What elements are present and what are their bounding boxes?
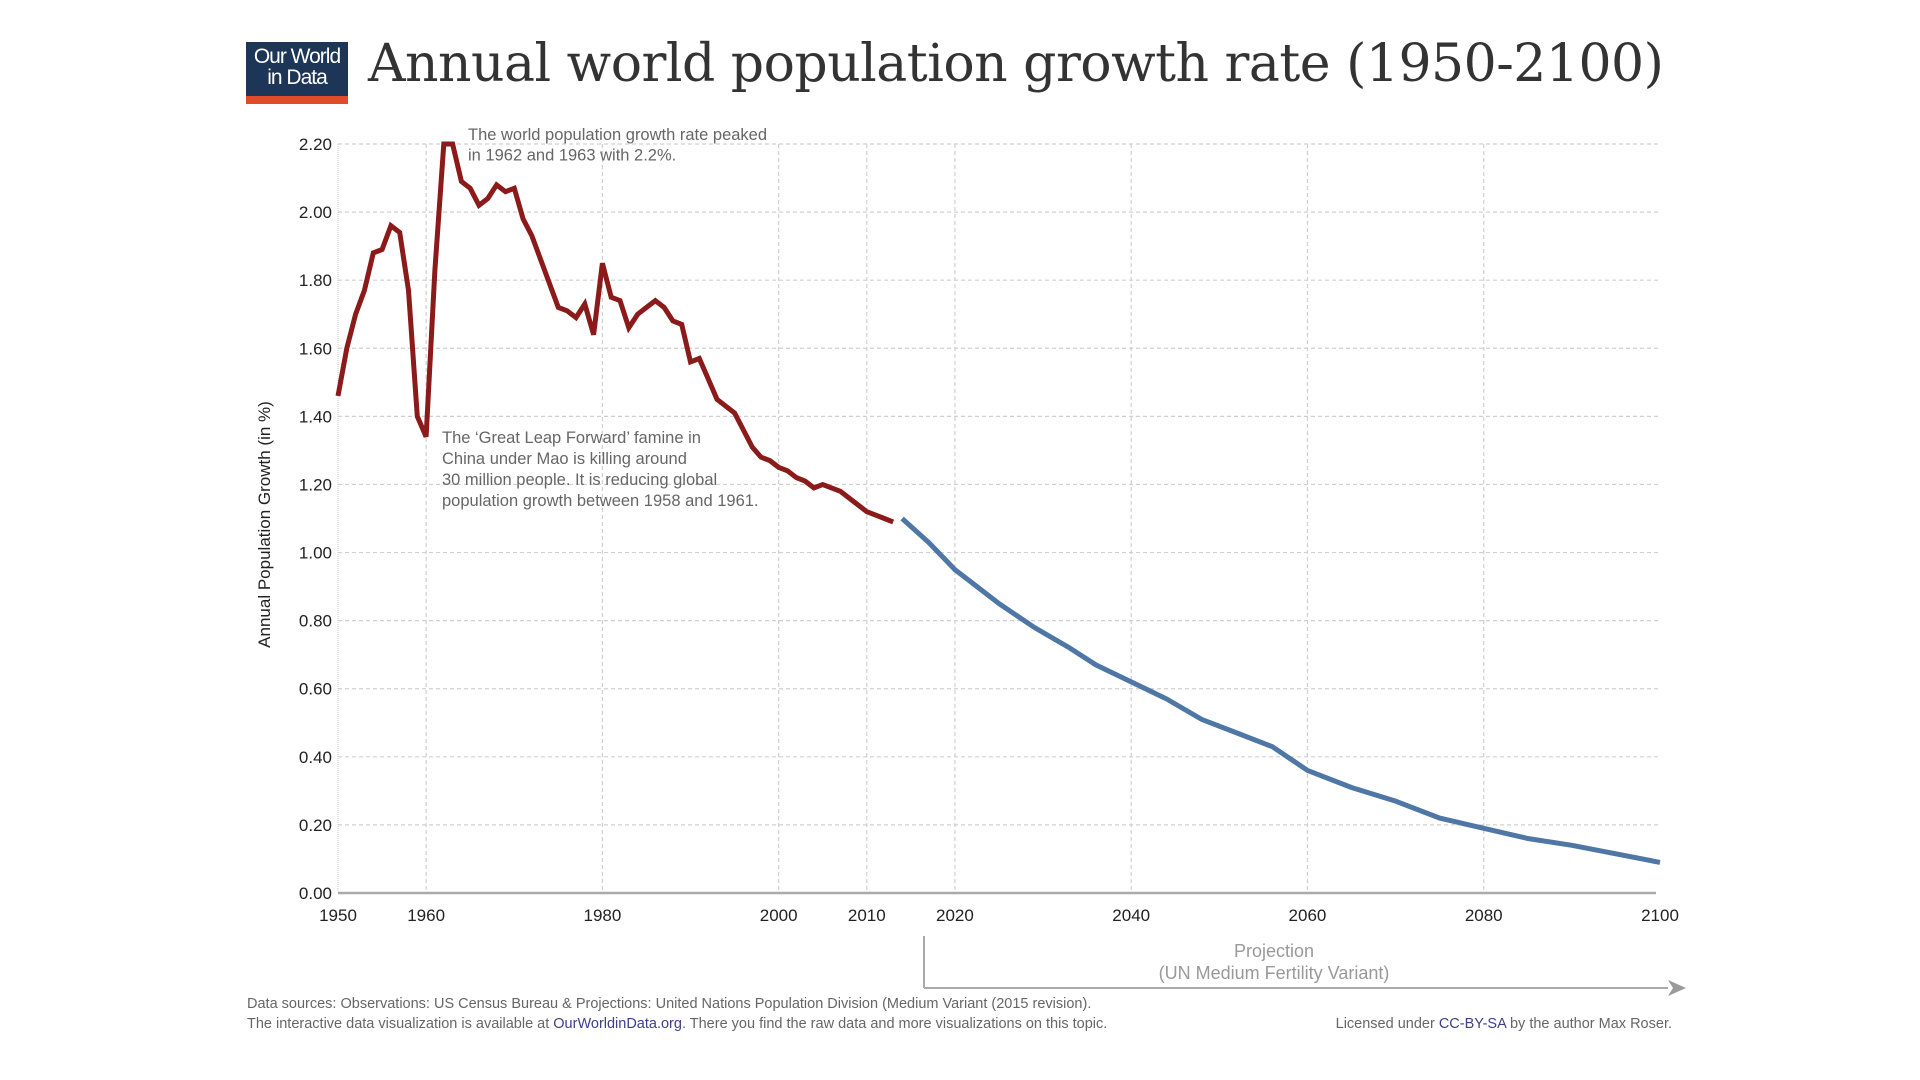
y-tick-label: 1.60 xyxy=(299,339,332,358)
annotation-line: China under Mao is killing around xyxy=(442,450,687,468)
y-tick-label: 0.00 xyxy=(299,884,332,903)
annotation-peak: The world population growth rate peaked i… xyxy=(468,126,767,165)
x-tick-label: 1950 xyxy=(319,906,357,925)
y-tick-label: 2.00 xyxy=(299,203,332,222)
y-tick-label: 0.20 xyxy=(299,816,332,835)
x-tick-label: 2080 xyxy=(1465,906,1503,925)
arrow-right-icon xyxy=(1668,980,1686,996)
projection-bracket: Projection(UN Medium Fertility Variant) xyxy=(923,936,1686,996)
logo-line-1: Our World xyxy=(253,45,341,68)
footer-interactive-prefix: The interactive data visualization is av… xyxy=(247,1016,554,1032)
series-lines xyxy=(335,141,1661,865)
projection-line xyxy=(900,516,1661,865)
owid-link[interactable]: OurWorldinData.org xyxy=(553,1016,682,1032)
annotation-line: The world population growth rate peaked xyxy=(468,126,767,144)
y-tick-labels: 0.00 0.20 0.40 0.60 0.80 1.00 1.20 1.40 1.60 1.80… xyxy=(299,135,332,903)
annotation-line: 30 million people. It is reducing global xyxy=(442,471,717,489)
y-tick-label: 0.60 xyxy=(299,680,332,699)
y-tick-label: 1.40 xyxy=(299,407,332,426)
y-axis-title: Annual Population Growth (in %) xyxy=(255,401,274,648)
license-suffix: by the author Max Roser. xyxy=(1505,1016,1672,1032)
x-tick-label: 2000 xyxy=(760,906,798,925)
y-tick-label: 1.00 xyxy=(299,544,332,563)
logo-text: Our World in Data xyxy=(246,46,348,88)
license-prefix: Licensed under xyxy=(1335,1016,1439,1032)
footer-license: Licensed under CC-BY-SA by the author Ma… xyxy=(1336,1016,1672,1032)
y-tick-label: 1.80 xyxy=(299,271,332,290)
x-tick-label: 2060 xyxy=(1289,906,1327,925)
y-tick-label: 1.20 xyxy=(299,475,332,494)
footer-interactive-suffix: . There you find the raw data and more v… xyxy=(681,1016,1108,1032)
historical-line xyxy=(335,141,895,525)
grid xyxy=(337,143,1660,893)
footer-interactive: The interactive data visualization is av… xyxy=(247,1016,1107,1032)
annotation-famine: The ‘Great Leap Forward’ famine in China … xyxy=(442,429,759,510)
x-tick-labels: 1950 1960 1980 2000 2010 2020 2040 2060 2080 2100 xyxy=(319,906,1679,925)
annotation-line: The ‘Great Leap Forward’ famine in xyxy=(442,429,701,447)
x-tick-label: 2010 xyxy=(848,906,886,925)
owid-logo: Our World in Data xyxy=(246,42,348,104)
annotation-line: population growth between 1958 and 1961. xyxy=(442,492,759,510)
logo-line-2: in Data xyxy=(267,66,328,89)
annotations: The world population growth rate peaked i… xyxy=(442,126,767,510)
logo-accent-bar xyxy=(246,96,348,104)
projection-label: (UN Medium Fertility Variant) xyxy=(1159,963,1390,983)
y-tick-label: 0.40 xyxy=(299,748,332,767)
x-tick-label: 1960 xyxy=(407,906,445,925)
annotation-line: in 1962 and 1963 with 2.2%. xyxy=(468,147,676,165)
y-tick-label: 2.20 xyxy=(299,135,332,154)
projection-label: Projection xyxy=(1234,941,1314,961)
x-tick-label: 1980 xyxy=(583,906,621,925)
footer-sources: Data sources: Observations: US Census Bu… xyxy=(247,996,1092,1012)
y-tick-label: 0.80 xyxy=(299,612,332,631)
x-tick-label: 2040 xyxy=(1112,906,1150,925)
x-tick-label: 2100 xyxy=(1641,906,1679,925)
x-tick-label: 2020 xyxy=(936,906,974,925)
license-link[interactable]: CC-BY-SA xyxy=(1438,1016,1506,1032)
chart-title: Annual world population growth rate (195… xyxy=(368,34,1664,94)
